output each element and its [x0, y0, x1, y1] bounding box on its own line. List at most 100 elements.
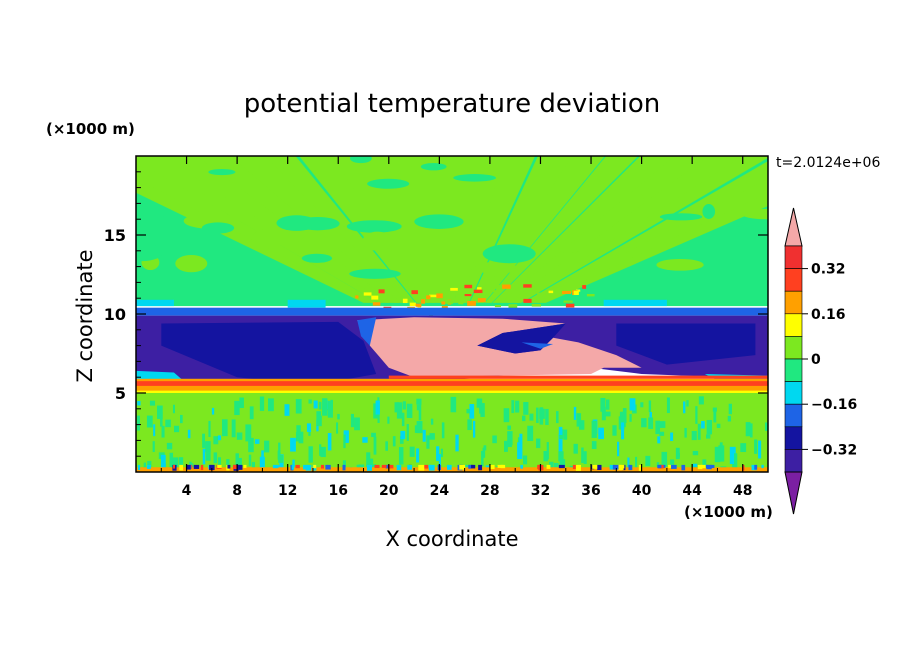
turbulence-cell [466, 408, 470, 414]
blob [349, 156, 372, 164]
turbulence-cell [213, 452, 218, 464]
blob [558, 251, 577, 268]
x-tick-label: 40 [632, 483, 652, 499]
turbulence-cell [416, 448, 420, 463]
turbulence-cell [635, 456, 638, 470]
surface-fleck [387, 464, 394, 469]
blob [475, 261, 517, 275]
y-axis: 5 10 15 [104, 171, 768, 457]
surface-fleck [700, 464, 706, 469]
surface-fleck [657, 464, 662, 469]
turbulence-cell [645, 455, 651, 466]
turbulence-cell [322, 398, 328, 416]
turbulence-cell [511, 400, 515, 414]
transition-band [136, 307, 768, 316]
blob [179, 192, 210, 208]
turbulence-cell [706, 434, 711, 439]
turbulence-cell [306, 423, 312, 432]
band-fleck [586, 293, 595, 297]
blob [601, 191, 645, 203]
turbulence-cell [367, 458, 374, 468]
turbulence-cell [402, 401, 406, 410]
x-tick-label: 24 [430, 483, 450, 499]
turbulence-cell [523, 455, 528, 465]
band-fleck [426, 295, 431, 300]
blob [482, 244, 536, 264]
turbulence-cell [400, 430, 406, 440]
blob [373, 280, 392, 289]
turbulence-cell [416, 421, 423, 434]
turbulence-cell [235, 453, 239, 470]
turbulence-cell [430, 418, 434, 425]
surface-fleck [478, 464, 483, 471]
turbulence-cell [399, 436, 404, 444]
turbulence-cell [529, 413, 534, 421]
x-axis: 4 8 12 16 20 24 28 32 36 40 44 48 [160, 156, 752, 499]
turbulence-cell [683, 401, 686, 414]
blob [645, 178, 672, 191]
turbulence-cell [522, 415, 526, 422]
surface-fleck [638, 464, 641, 471]
turbulence-cell [396, 402, 403, 419]
anomaly-intrusion [521, 342, 554, 349]
surface-fleck [325, 464, 328, 470]
surface-fleck [374, 464, 380, 469]
turbulence-cell [440, 448, 443, 458]
turbulence-cell [401, 412, 405, 427]
surface-fleck [418, 464, 425, 471]
warm-band-top [388, 375, 768, 379]
surface-fleck [617, 464, 624, 471]
blob [295, 216, 340, 231]
turbulence-cell [318, 401, 322, 410]
band-fleck [421, 299, 425, 304]
surface-fleck [407, 464, 413, 470]
turbulence-cell [406, 403, 413, 419]
surface-fleck [592, 464, 598, 469]
turbulence-cell [517, 442, 523, 460]
turbulence-cell [670, 459, 675, 469]
turbulence-cell [479, 403, 485, 414]
surface-fleck [320, 464, 324, 469]
surface-fleck [305, 464, 312, 471]
band-fleck [358, 293, 363, 296]
turbulence-cell [336, 422, 339, 434]
turbulence-cell [157, 405, 163, 419]
surface-fleck [326, 464, 331, 470]
warm-band-base [136, 390, 768, 393]
turbulence-cell [172, 404, 176, 414]
band-fleck [372, 302, 381, 306]
turbulence-cell [409, 446, 415, 457]
turbulence-cell [387, 416, 390, 424]
turbulence-cell [208, 420, 211, 438]
turbulence-cell [160, 454, 166, 468]
band-fleck [411, 290, 418, 295]
turbulence-cell [259, 396, 265, 411]
band-fleck [473, 289, 483, 294]
turbulence-cell [234, 400, 240, 416]
turbulence-cell [657, 436, 661, 444]
surface-fleck [185, 464, 191, 470]
y-tick-label: 15 [104, 226, 126, 245]
band-fleck [441, 306, 448, 309]
turbulence-cell [264, 440, 270, 453]
surface-fleck [609, 464, 616, 470]
surface-fleck [459, 464, 466, 470]
turbulence-cell [137, 415, 140, 431]
surface-fleck [303, 464, 307, 470]
surface-fleck [193, 464, 200, 469]
blob [518, 210, 546, 223]
turbulence-cell [330, 399, 333, 412]
turbulence-cell [600, 397, 606, 412]
blob [301, 253, 333, 263]
turbulence-cell [467, 419, 472, 431]
turbulence-cell [764, 422, 768, 431]
turbulence-cell [691, 430, 697, 441]
turbulence-cell [697, 423, 701, 440]
blob [253, 227, 304, 245]
colorbar-swatch [784, 449, 803, 473]
surface-layer [136, 467, 768, 472]
turbulence-cell [483, 445, 487, 451]
colorbar-swatch [784, 313, 803, 337]
turbulence-cell [205, 449, 211, 461]
surface-fleck [428, 464, 435, 471]
